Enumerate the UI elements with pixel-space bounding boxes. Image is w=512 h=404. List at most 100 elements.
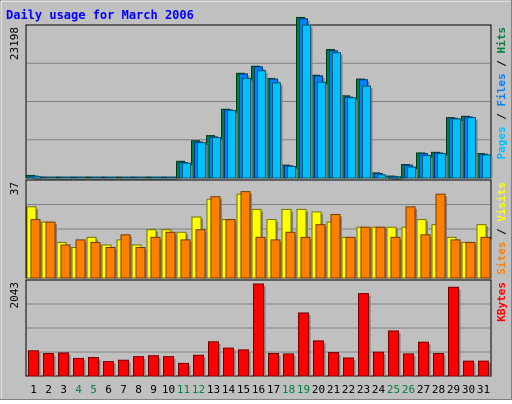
x-tick-label: 21 <box>327 383 340 396</box>
panel-series-label: Pages / Files / Hits <box>495 27 508 160</box>
x-tick-label: 15 <box>237 383 250 396</box>
bar-pages-day-27 <box>422 155 431 179</box>
x-tick-label: 5 <box>90 383 97 396</box>
bar-sites-day-28 <box>435 193 446 279</box>
bar-kbytes-day-6 <box>103 361 114 377</box>
bar-kbytes-day-18 <box>283 353 294 377</box>
bar-pages-day-14 <box>227 110 236 179</box>
panel-hits-files-pages: 23198 Pages / Files / Hits <box>8 16 508 180</box>
bar-pages-day-20 <box>317 81 326 179</box>
bar-sites-day-6 <box>105 247 116 279</box>
x-tick-label: 13 <box>207 383 220 396</box>
bar-pages-day-8 <box>137 176 146 179</box>
bar-pages-day-22 <box>347 97 356 179</box>
bar-kbytes-day-19 <box>298 312 309 377</box>
x-tick-label: 14 <box>222 383 236 396</box>
x-tick-label: 19 <box>297 383 310 396</box>
x-tick-label: 22 <box>342 383 355 396</box>
bar-kbytes-day-21 <box>328 352 339 377</box>
bar-kbytes-day-20 <box>313 340 324 377</box>
label-separator: / <box>495 54 508 74</box>
bar-pages-day-15 <box>242 77 251 179</box>
x-tick-label: 29 <box>447 383 460 396</box>
bar-pages-day-28 <box>437 153 446 179</box>
x-tick-label: 3 <box>60 383 67 396</box>
x-axis-labels: 1 2 3 4 5 6 7 8 9 10 11 12 13 14 15 16 17 18 19 20 21 22 23 24 2… <box>30 383 490 396</box>
series-pages <box>32 24 493 180</box>
x-tick-label: 4 <box>75 383 82 396</box>
bar-kbytes-day-16 <box>253 283 264 377</box>
bar-pages-day-13 <box>212 137 221 179</box>
bar-pages-day-29 <box>452 118 461 179</box>
bar-pages-day-31 <box>482 154 491 179</box>
bar-shadow <box>394 178 403 180</box>
x-tick-label: 6 <box>105 383 112 396</box>
bar-sites-day-15 <box>240 191 251 279</box>
label-kbytes: KBytes <box>495 282 508 322</box>
bar-kbytes-day-17 <box>268 352 279 377</box>
bar-pages-day-16 <box>257 70 266 179</box>
bar-pages-day-12 <box>197 142 206 179</box>
bar-sites-day-7 <box>120 234 131 279</box>
bar-pages-day-21 <box>332 52 341 179</box>
bar-pages-day-5 <box>92 176 101 179</box>
bar-kbytes-day-12 <box>193 354 204 377</box>
bar-sites-day-3 <box>60 244 71 279</box>
x-tick-label: 10 <box>162 383 175 396</box>
label-separator: / <box>495 107 508 127</box>
bar-pages-day-6 <box>107 176 116 179</box>
bar-kbytes-day-23 <box>358 293 369 377</box>
bar-kbytes-day-5 <box>88 357 99 377</box>
bar-sites-day-11 <box>180 239 191 279</box>
bar-sites-day-31 <box>480 236 491 279</box>
x-tick-label: 1 <box>30 383 37 396</box>
x-tick-label: 30 <box>462 383 475 396</box>
bar-sites-day-14 <box>225 219 236 279</box>
series-sites <box>30 191 492 279</box>
bar-sites-day-24 <box>375 226 386 279</box>
bar-sites-day-8 <box>135 247 146 279</box>
panel-max-label: 37 <box>8 182 21 195</box>
bar-kbytes-day-24 <box>373 351 384 377</box>
x-tick-label: 16 <box>252 383 265 396</box>
bar-sites-day-17 <box>270 239 281 279</box>
bar-sites-day-26 <box>405 206 416 279</box>
bar-pages-day-9 <box>152 176 161 179</box>
bar-sites-day-9 <box>150 236 161 279</box>
chart-title: Daily usage for March 2006 <box>6 8 194 22</box>
bar-kbytes-day-9 <box>148 355 159 377</box>
bar-kbytes-day-31 <box>478 360 489 377</box>
bar-sites-day-5 <box>90 241 101 279</box>
bar-sites-day-30 <box>465 241 476 279</box>
label-hits: Hits <box>495 27 508 54</box>
bar-pages-day-25 <box>392 176 401 179</box>
label-files: Files <box>495 73 508 106</box>
x-tick-label: 23 <box>357 383 370 396</box>
x-tick-label: 26 <box>402 383 415 396</box>
label-sites: Sites <box>495 242 508 275</box>
bar-kbytes-day-1 <box>28 350 39 377</box>
bar-pages-day-2 <box>47 176 56 179</box>
label-separator: / <box>495 222 508 242</box>
bar-pages-day-23 <box>362 85 371 179</box>
bar-sites-day-19 <box>300 236 311 279</box>
bar-kbytes-day-10 <box>163 356 174 377</box>
bar-kbytes-day-4 <box>73 357 84 377</box>
bar-pages-day-18 <box>287 165 296 179</box>
bar-sites-day-18 <box>285 231 296 279</box>
bar-sites-day-23 <box>360 226 371 279</box>
bar-sites-day-16 <box>255 236 266 279</box>
x-tick-label: 17 <box>267 383 280 396</box>
x-tick-label: 7 <box>120 383 127 396</box>
panel-series-label: Sites / Visits <box>495 182 508 275</box>
bar-sites-day-25 <box>390 236 401 279</box>
panel-series-label: KBytes <box>495 282 508 322</box>
bar-kbytes-day-27 <box>418 341 429 377</box>
bar-pages-day-10 <box>167 176 176 179</box>
x-tick-label: 20 <box>312 383 325 396</box>
bar-kbytes-day-28 <box>433 352 444 377</box>
bar-kbytes-day-11 <box>178 362 189 377</box>
bar-sites-day-22 <box>345 236 356 279</box>
